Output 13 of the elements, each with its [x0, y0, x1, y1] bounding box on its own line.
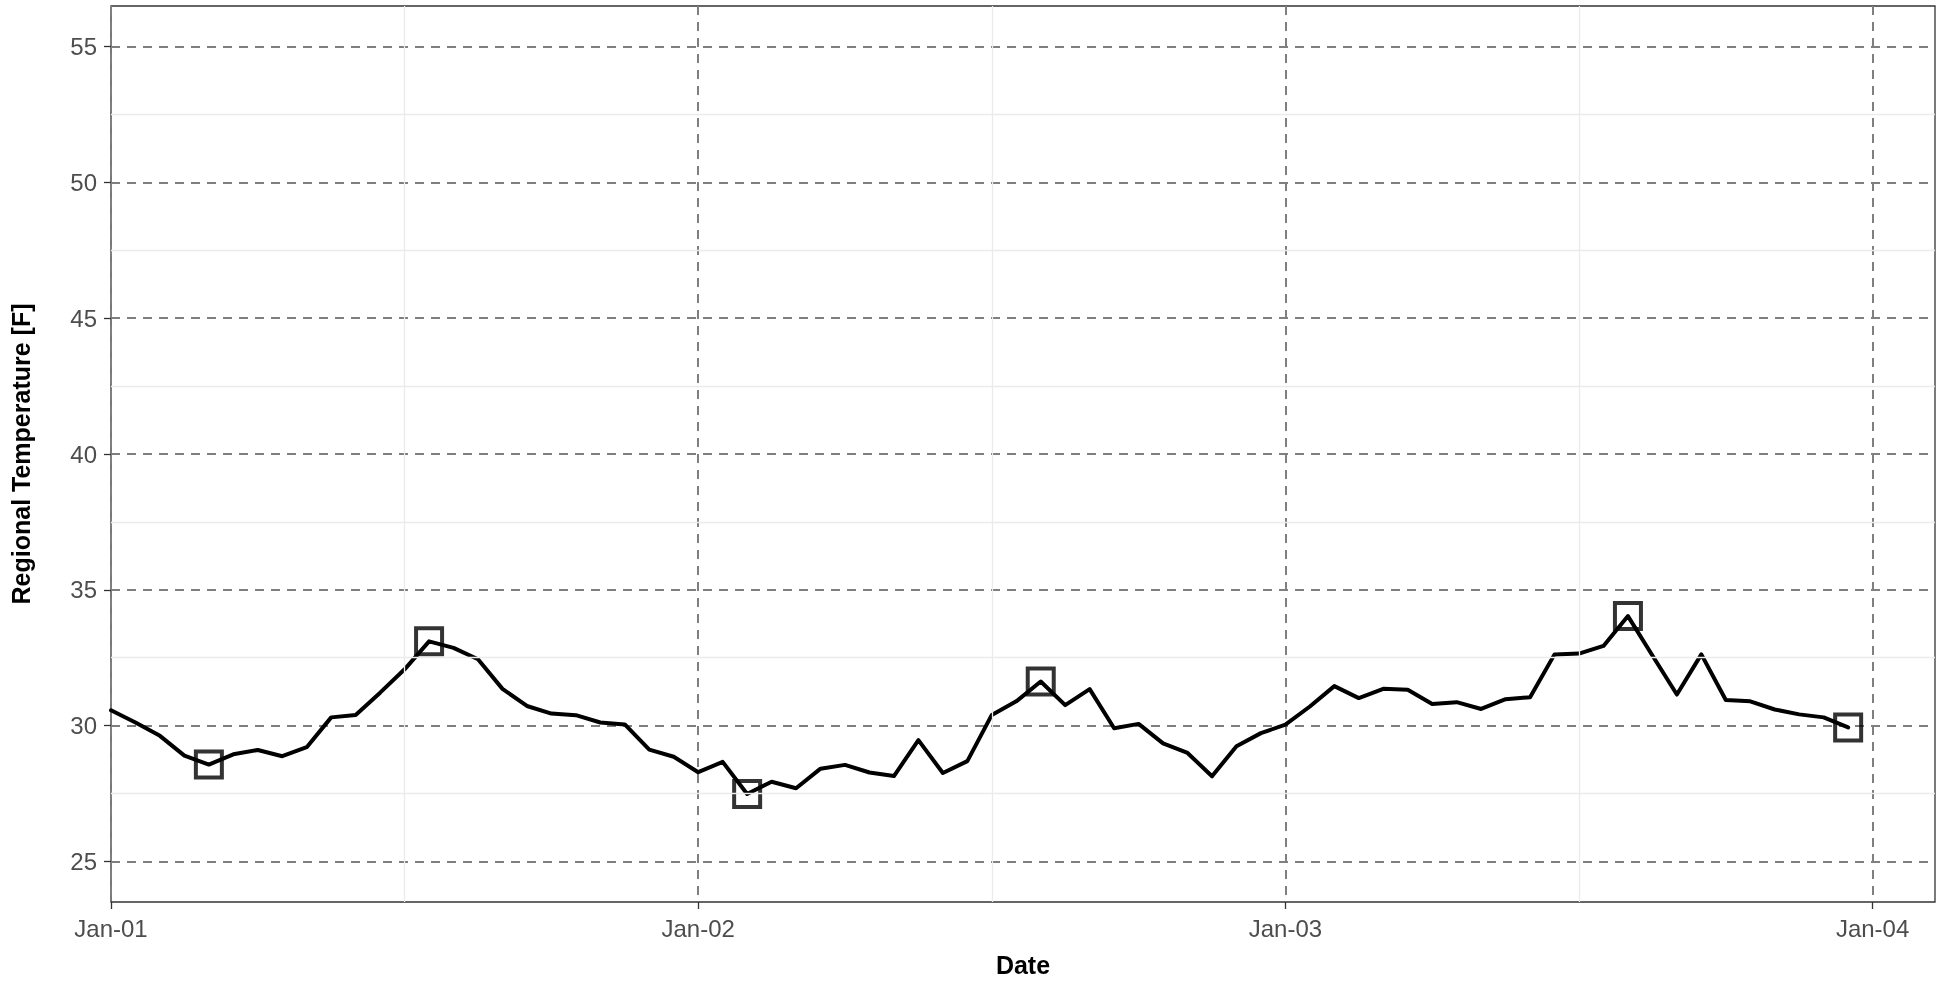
y-axis-title: Regional Temperature [F] [6, 303, 35, 605]
y-tick-label: 45 [70, 304, 97, 332]
x-axis-title: Date [995, 950, 1051, 979]
y-tick-label: 50 [70, 168, 97, 196]
y-tick-label: 25 [70, 847, 97, 875]
y-tick-label: 35 [70, 576, 97, 604]
y-tick-label: 40 [70, 440, 97, 468]
y-tick-label: 55 [70, 33, 97, 61]
x-tick-label: Jan-04 [1835, 914, 1910, 942]
y-tick-label: 30 [70, 712, 97, 740]
x-tick-label: Jan-03 [1248, 914, 1323, 942]
x-tick-label: Jan-01 [74, 914, 148, 942]
x-tick-label: Jan-02 [661, 914, 735, 942]
